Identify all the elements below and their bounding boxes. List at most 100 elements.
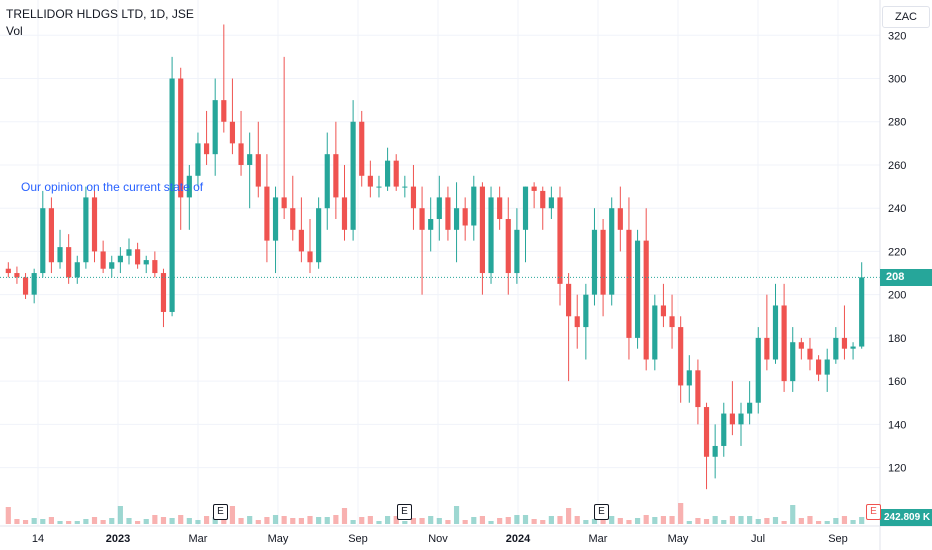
candle: [781, 283, 787, 392]
volume-bar: [178, 515, 184, 524]
candle-body: [574, 316, 580, 328]
candle-body: [212, 100, 218, 155]
candle-body: [669, 316, 675, 328]
earnings-event-icon[interactable]: E: [594, 504, 609, 520]
candle: [747, 381, 753, 425]
candle-body: [126, 249, 132, 256]
candle: [591, 208, 598, 306]
currency-selector[interactable]: ZAC: [882, 6, 930, 28]
candle-body: [324, 154, 330, 209]
candle-body: [333, 154, 339, 198]
candle: [324, 132, 330, 230]
candle: [626, 197, 632, 360]
price-tick-label: 320: [888, 30, 906, 42]
dividend-event-icon[interactable]: E: [866, 504, 881, 520]
candle-body: [816, 359, 822, 375]
candle-body: [634, 240, 641, 338]
earnings-event-icon[interactable]: E: [397, 504, 412, 520]
candle-body: [57, 247, 63, 263]
candle-body: [290, 208, 296, 230]
candle-body: [712, 445, 718, 457]
candle-body: [359, 121, 365, 176]
candle-body: [798, 342, 804, 349]
candle-body: [376, 186, 382, 188]
candle: [152, 251, 158, 278]
candle: [14, 266, 20, 284]
volume-bar: [566, 508, 572, 524]
candle-body: [721, 413, 727, 446]
candle-body: [152, 260, 158, 274]
candle-body: [367, 175, 373, 187]
candle: [195, 132, 201, 187]
candle: [488, 186, 494, 284]
candle: [298, 197, 304, 263]
candle: [264, 154, 270, 263]
earnings-event-icon[interactable]: E: [213, 504, 228, 520]
candle-body: [117, 255, 123, 263]
volume-bar: [738, 516, 744, 524]
candle: [522, 186, 529, 263]
candle: [31, 268, 37, 304]
candle: [703, 402, 710, 490]
volume-bar: [807, 516, 813, 524]
volume-label: Vol: [6, 24, 23, 38]
candle: [428, 197, 434, 252]
candle-body: [764, 337, 770, 360]
candle-body: [264, 186, 270, 241]
volume-bar: [471, 517, 477, 524]
time-axis[interactable]: 14 2023 Mar May Sep Nov 2024 Mar May Jul Sep: [32, 533, 848, 545]
volume-bar: [574, 516, 580, 524]
candle: [721, 402, 727, 457]
candle: [100, 240, 106, 274]
candle-body: [385, 160, 391, 187]
candle-body: [178, 78, 184, 198]
volume-bar: [143, 519, 149, 524]
candle-body: [48, 208, 54, 263]
candle: [686, 355, 692, 403]
volume-bar: [100, 520, 106, 524]
candle: [135, 242, 141, 269]
price-tick-label: 200: [888, 290, 906, 302]
candle-body: [566, 283, 572, 317]
candle: [824, 348, 830, 392]
candle-body: [772, 305, 779, 360]
candle: [669, 294, 675, 349]
candle: [566, 273, 572, 382]
candle-body: [678, 327, 684, 386]
candle: [574, 294, 580, 349]
candle-body: [272, 197, 279, 241]
candle-body: [600, 229, 606, 295]
volume-bar: [643, 515, 649, 524]
candle-body: [419, 208, 425, 230]
volume-bar: [31, 518, 37, 524]
candle-body: [74, 262, 80, 278]
volume-bar: [600, 519, 606, 524]
time-tick-label: Sep: [348, 533, 368, 545]
volume-bar: [790, 505, 796, 524]
idea-annotation[interactable]: Our opinion on the current state of: [21, 180, 204, 194]
candle-body: [471, 186, 477, 226]
candle: [229, 78, 236, 155]
candle: [341, 164, 348, 241]
price-axis[interactable]: 320 300 280 260 240 220 200 180 160 140 120: [888, 30, 906, 474]
candle-body: [221, 100, 227, 122]
candle-body: [393, 160, 399, 187]
candle: [497, 186, 503, 230]
candle: [505, 197, 511, 295]
candle: [609, 197, 615, 306]
candle: [833, 327, 839, 364]
volume-bar: [583, 520, 589, 524]
candle-body: [531, 186, 537, 191]
candle: [548, 186, 554, 220]
volume-bar: [531, 519, 537, 524]
candle: [143, 255, 149, 274]
candle-body: [626, 229, 632, 338]
volume-bar: [626, 520, 632, 524]
volume-bar: [652, 517, 658, 524]
time-tick-label: 2023: [106, 533, 130, 545]
volume-bar: [634, 518, 641, 524]
volume-bar: [247, 516, 253, 524]
candle-body: [195, 143, 201, 176]
candle: [729, 381, 735, 436]
